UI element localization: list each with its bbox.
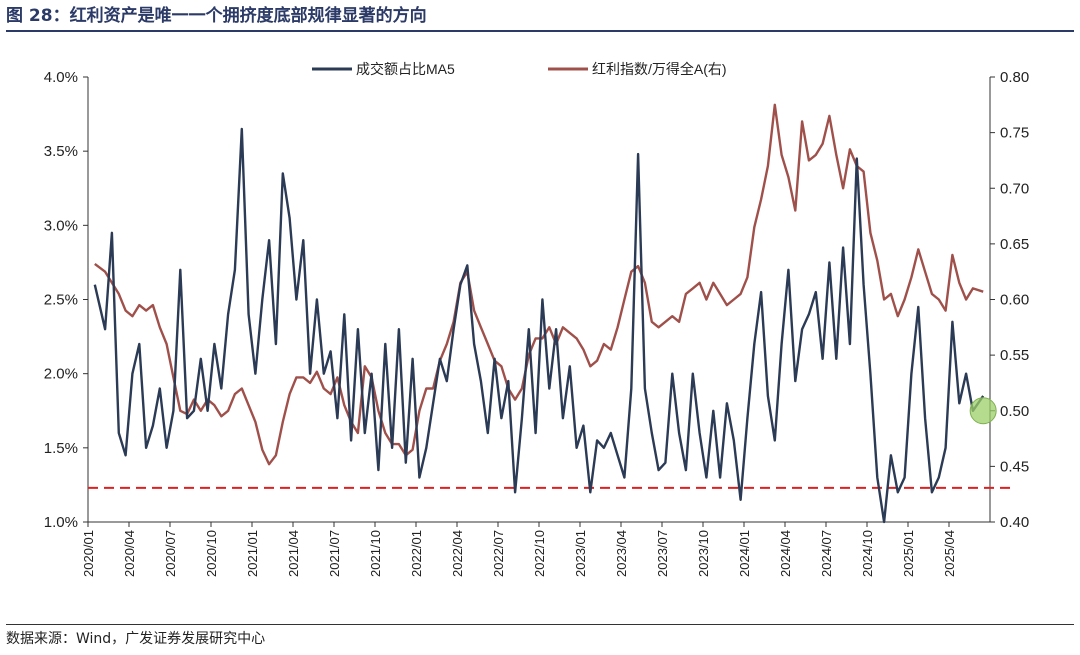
x-tick-label: 2024/07 — [819, 530, 834, 577]
left-y-tick-label: 3.5% — [44, 143, 78, 160]
right-y-tick-label: 0.50 — [1000, 403, 1029, 420]
legend: 成交额占比MA5 红利指数/万得全A(右) — [312, 61, 727, 77]
left-y-tick-label: 1.5% — [44, 440, 78, 457]
x-tick-label: 2025/01 — [901, 530, 916, 577]
right-y-tick-label: 0.40 — [1000, 514, 1029, 531]
x-tick-label: 2023/01 — [573, 530, 588, 577]
x-tick-label: 2020/04 — [122, 530, 137, 577]
x-tick-label: 2023/10 — [696, 530, 711, 577]
right-y-tick-label: 0.65 — [1000, 236, 1029, 253]
legend-label-turnover: 成交额占比MA5 — [356, 61, 455, 77]
right-y-tick-label: 0.55 — [1000, 347, 1029, 364]
left-y-tick-label: 1.0% — [44, 514, 78, 531]
left-y-tick-label: 4.0% — [44, 69, 78, 86]
series-line-turnover — [93, 127, 985, 524]
x-tick-label: 2020/10 — [204, 530, 219, 577]
x-tick-label: 2021/01 — [245, 530, 260, 577]
x-tick-label: 2021/04 — [286, 530, 301, 577]
axes: 1.0% 1.5% 2.0% 2.5% 3.0% 3.5% 4.0% 0.40 0.45 0.50… — [44, 69, 1029, 577]
x-tick-label: 2022/01 — [409, 530, 424, 577]
source-note: 数据来源：Wind，广发证券发展研究中心 — [6, 624, 1074, 653]
x-tick-label: 2021/10 — [368, 530, 383, 577]
x-tick-label: 2022/04 — [450, 530, 465, 577]
left-y-tick-label: 2.5% — [44, 292, 78, 309]
x-tick-label: 2025/04 — [942, 530, 957, 577]
x-tick-label: 2020/01 — [81, 530, 96, 577]
x-tick-label: 2020/07 — [163, 530, 178, 577]
right-y-tick-label: 0.80 — [1000, 69, 1029, 86]
x-tick-label: 2024/04 — [778, 530, 793, 577]
x-tick-label: 2021/07 — [327, 530, 342, 577]
x-tick-label: 2024/10 — [860, 530, 875, 577]
right-y-tick-label: 0.45 — [1000, 458, 1029, 475]
x-tick-label: 2022/10 — [532, 530, 547, 577]
dual-axis-line-chart: 成交额占比MA5 红利指数/万得全A(右) 1.0% 1.5% 2.0% 2.5% 3.… — [44, 61, 1029, 577]
right-y-tick-label: 0.75 — [1000, 125, 1029, 142]
series-line-dividend — [94, 103, 984, 466]
plot-area — [88, 103, 1010, 524]
right-y-tick-label: 0.70 — [1000, 180, 1029, 197]
x-tick-label: 2024/01 — [737, 530, 752, 577]
legend-label-dividend: 红利指数/万得全A(右) — [592, 61, 727, 77]
left-y-tick-label: 2.0% — [44, 366, 78, 383]
left-y-tick-label: 3.0% — [44, 217, 78, 234]
right-y-tick-label: 0.60 — [1000, 292, 1029, 309]
x-tick-label: 2023/04 — [614, 530, 629, 577]
x-tick-label: 2022/07 — [491, 530, 506, 577]
highlight-marker — [969, 397, 997, 425]
figure-title: 图 28：红利资产是唯一一个拥挤度底部规律显著的方向 — [6, 4, 1074, 32]
x-tick-label: 2023/07 — [655, 530, 670, 577]
